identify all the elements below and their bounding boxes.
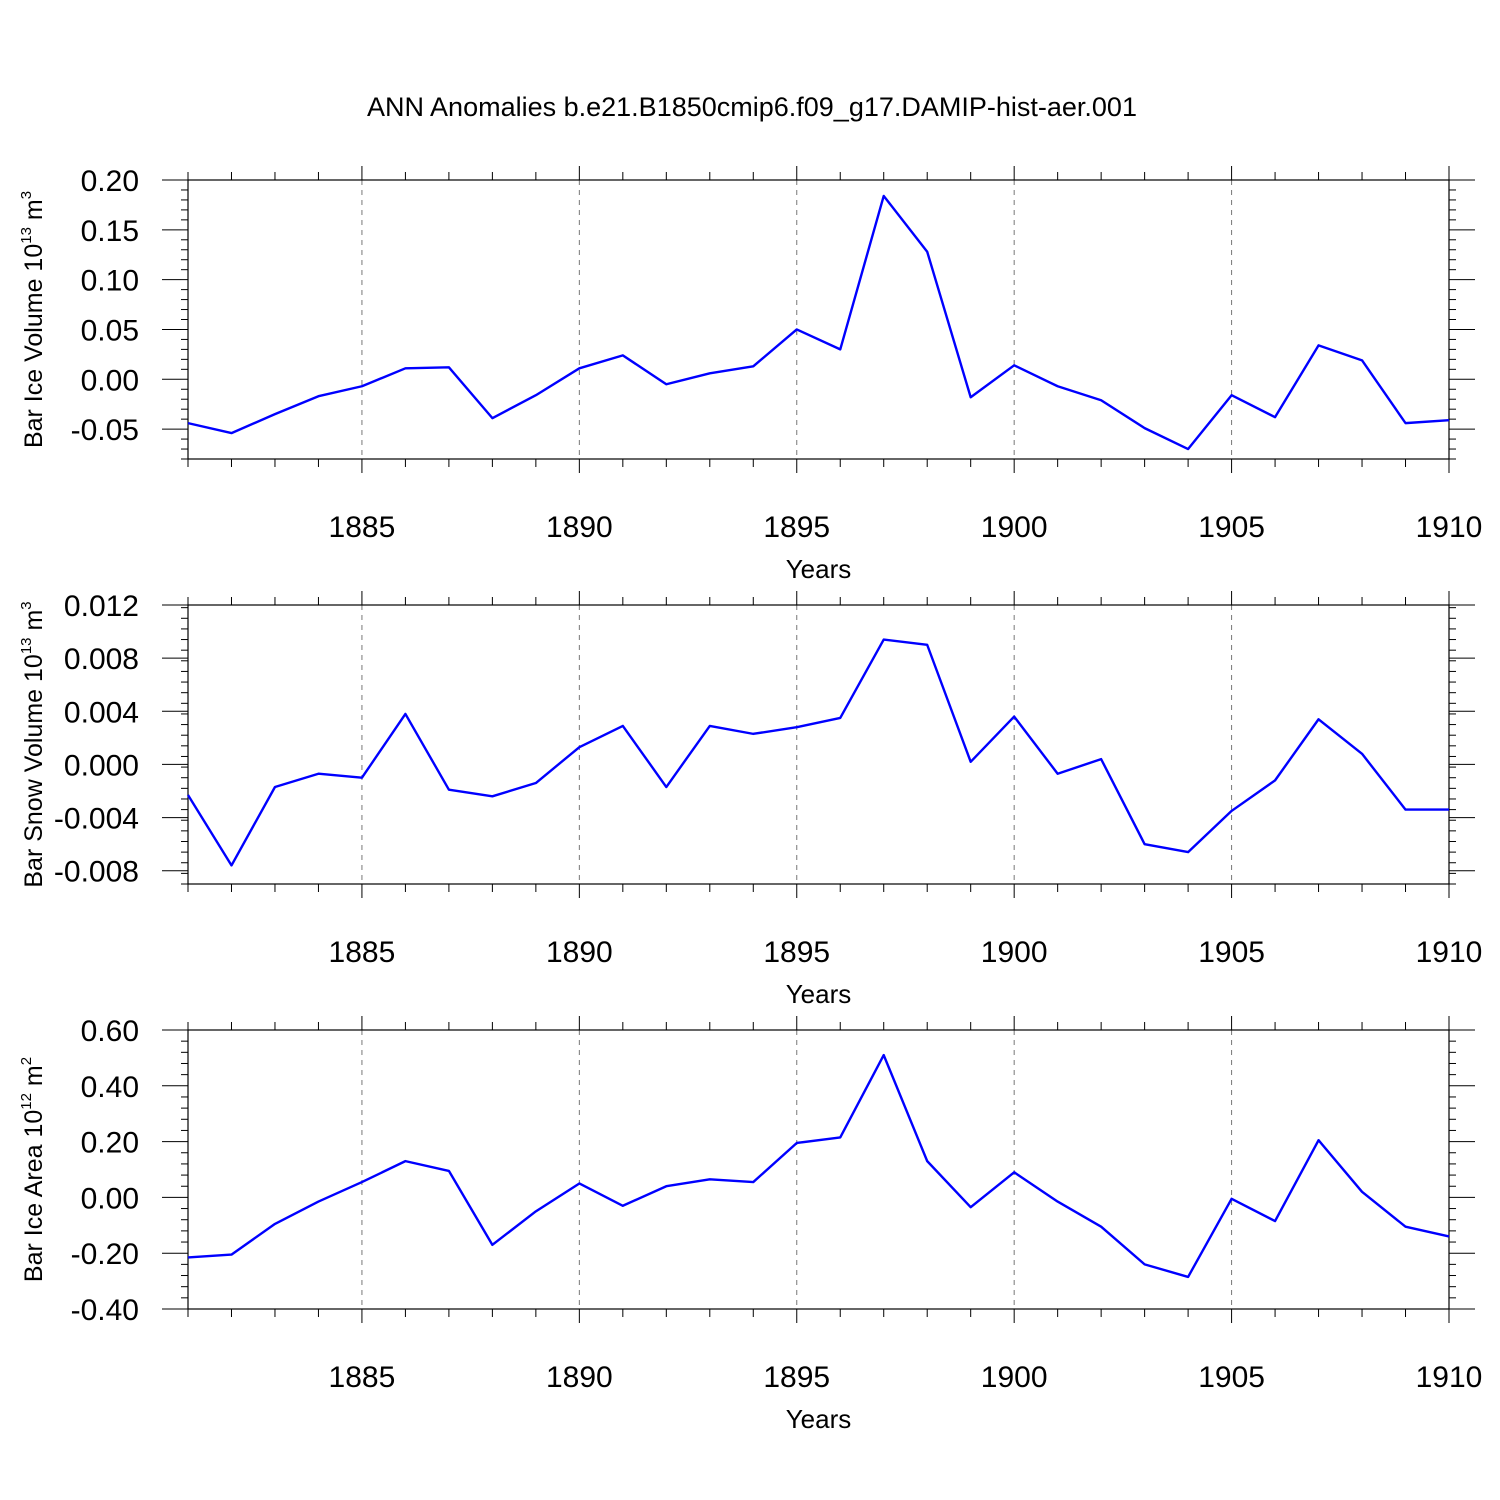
plot-frame (187, 604, 1450, 885)
panel-3: -0.40 -0.20 0.00 0.20 0.40 0.60 1885 1890 1895 19… (18, 1015, 1482, 1434)
y-axis-label-unit-exponent: 3 (18, 601, 35, 609)
series-line (187, 1053, 1450, 1279)
y-tick-label: 0.004 (64, 696, 139, 729)
y-tick-label: -0.40 (71, 1294, 139, 1327)
panel-1: -0.05 0.00 0.05 0.10 0.15 0.20 1885 1890 1895 190… (18, 165, 1482, 584)
y-tick-label: 0.00 (81, 1182, 139, 1215)
y-axis-label: Bar Snow Volume 1013 m3 (18, 601, 48, 887)
x-tick-label: 1885 (329, 936, 396, 969)
y-axis-label: Bar Ice Area 1012 m2 (18, 1057, 48, 1282)
x-axis-label: Years (786, 979, 852, 1009)
x-tick-label: 1910 (1416, 936, 1483, 969)
y-axis-label-exponent: 13 (18, 227, 35, 244)
y-tick-label: 0.15 (81, 215, 139, 248)
x-tick-label: 1905 (1198, 1361, 1265, 1394)
y-axis-label-exponent: 12 (18, 1093, 35, 1110)
y-tick-label: 0.20 (81, 165, 139, 198)
x-tick-label: 1885 (329, 1361, 396, 1394)
y-axis-label-unit: m (20, 610, 48, 638)
x-tick-label: 1885 (329, 511, 396, 544)
x-tick-label: 1905 (1198, 936, 1265, 969)
x-tick-label: 1895 (763, 1361, 830, 1394)
plot-frame (187, 1029, 1450, 1310)
x-tick-label: 1890 (546, 511, 613, 544)
plot-frame (187, 179, 1450, 460)
y-axis-label-main: Bar Snow Volume 10 (20, 654, 48, 887)
x-tick-label: 1900 (981, 936, 1048, 969)
y-tick-label: 0.00 (81, 364, 139, 397)
series-line (186, 638, 1449, 867)
x-tick-label: 1910 (1416, 511, 1483, 544)
y-axis-label-unit-exponent: 2 (18, 1057, 35, 1065)
y-tick-label: -0.004 (54, 803, 139, 836)
y-axis-label-main: Bar Ice Volume 10 (20, 244, 48, 448)
x-tick-label: 1890 (546, 936, 613, 969)
y-tick-label: 0.000 (64, 749, 139, 782)
y-tick-label: -0.20 (71, 1238, 139, 1271)
y-tick-label: -0.008 (54, 856, 139, 889)
x-tick-label: 1900 (981, 1361, 1048, 1394)
y-axis-label-unit: m (20, 1065, 48, 1093)
y-tick-label: 0.008 (64, 643, 139, 676)
x-tick-label: 1910 (1416, 1361, 1483, 1394)
x-tick-label: 1895 (763, 936, 830, 969)
y-axis-label-unit: m (20, 199, 48, 227)
x-tick-label: 1895 (763, 511, 830, 544)
y-tick-label: 0.60 (81, 1015, 139, 1048)
x-tick-label: 1905 (1198, 511, 1265, 544)
y-axis-label-unit-exponent: 3 (18, 191, 35, 199)
panel-2: -0.008 -0.004 0.000 0.004 0.008 0.012 1885 1890… (18, 590, 1482, 1009)
y-tick-label: 0.40 (81, 1071, 139, 1104)
chart-title: ANN Anomalies b.e21.B1850cmip6.f09_g17.D… (367, 92, 1137, 122)
y-tick-label: -0.05 (71, 414, 139, 447)
panels: -0.05 0.00 0.05 0.10 0.15 0.20 1885 1890 1895 190… (18, 165, 1482, 1434)
x-axis-label: Years (786, 1404, 852, 1434)
y-axis-label: Bar Ice Volume 1013 m3 (18, 191, 48, 448)
x-axis-label: Years (786, 554, 852, 584)
y-tick-label: 0.012 (64, 590, 139, 623)
series-line (187, 194, 1450, 451)
y-tick-label: 0.20 (81, 1127, 139, 1160)
x-tick-label: 1900 (981, 511, 1048, 544)
y-axis-label-main: Bar Ice Area 10 (20, 1110, 48, 1282)
y-tick-label: 0.05 (81, 314, 139, 347)
x-tick-label: 1890 (546, 1361, 613, 1394)
y-tick-label: 0.10 (81, 265, 139, 298)
y-axis-label-exponent: 13 (18, 637, 35, 654)
